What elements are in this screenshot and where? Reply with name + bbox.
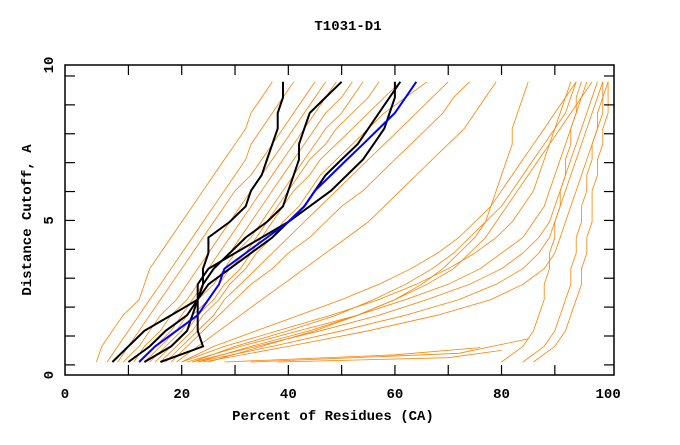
chart-title: T1031-D1	[314, 19, 381, 35]
model-line	[181, 81, 577, 363]
highlight-blue-line	[138, 81, 418, 363]
model-line	[501, 81, 582, 363]
model-line	[122, 81, 326, 363]
axis-ticks: 0 20 40 60 80 100 0 5 10	[42, 57, 621, 403]
model-line	[192, 81, 598, 363]
x-tick-label: 100	[596, 387, 621, 403]
model-line	[533, 81, 609, 363]
x-tick-label: 80	[493, 387, 510, 403]
y-tick-label: 10	[42, 57, 58, 74]
model-line	[197, 81, 604, 363]
x-tick-label: 60	[387, 387, 404, 403]
model-line	[208, 81, 529, 363]
x-axis-label: Percent of Residues (CA)	[232, 409, 434, 425]
highlight-black-line	[143, 81, 343, 363]
model-line	[277, 350, 502, 363]
model-line	[117, 81, 316, 363]
model-line	[144, 81, 364, 363]
y-axis-label: Distance Cutoff, A	[20, 144, 36, 296]
x-tick-label: 20	[173, 387, 190, 403]
model-line	[250, 338, 529, 363]
y-tick-label: 0	[42, 371, 58, 379]
x-tick-label: 40	[280, 387, 297, 403]
model-line	[138, 81, 353, 363]
model-line	[170, 81, 470, 363]
x-tick-label: 0	[61, 387, 69, 403]
plot-area	[96, 81, 609, 363]
model-line	[224, 347, 481, 363]
model-line	[106, 81, 295, 363]
model-line	[165, 81, 449, 363]
y-tick-label: 5	[42, 216, 58, 224]
model-line	[197, 81, 593, 363]
model-line	[96, 81, 273, 363]
highlight-black-line	[111, 81, 284, 363]
model-line	[522, 81, 604, 363]
model-line	[176, 81, 497, 363]
